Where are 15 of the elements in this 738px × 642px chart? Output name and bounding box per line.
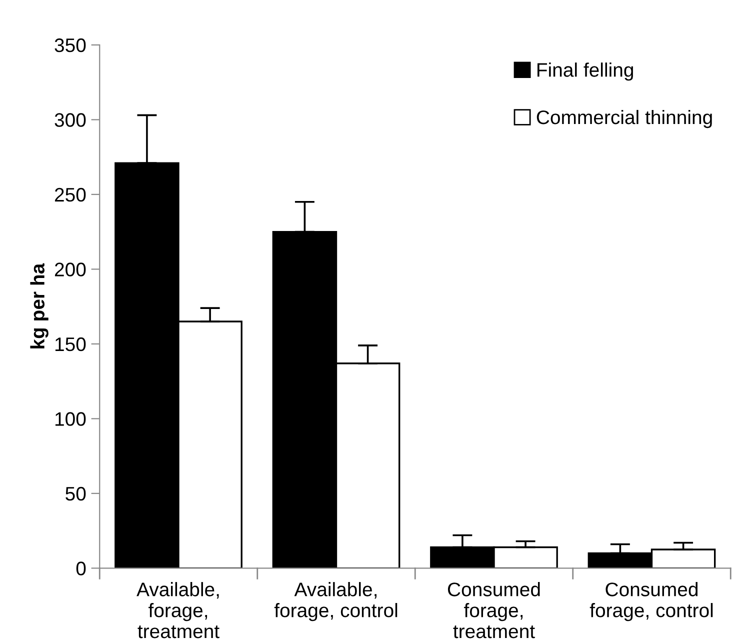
- y-tick-label: 350: [54, 38, 86, 52]
- y-tick-label: 100: [55, 412, 86, 426]
- legend-label: Commercial thinning: [536, 110, 712, 128]
- x-tick-label: Consumed forage, treatment: [448, 582, 540, 638]
- y-tick-label: 200: [54, 262, 86, 276]
- y-axis-title: kg per ha: [30, 263, 48, 348]
- y-tick-label: 50: [66, 486, 86, 501]
- y-tick-label: 250: [54, 188, 86, 202]
- x-tick-label: Available, forage, treatment: [136, 582, 220, 638]
- y-tick-label: 300: [54, 113, 86, 127]
- x-tick-label: Consumed forage, control: [590, 582, 713, 622]
- y-tick-label: 0: [76, 562, 86, 576]
- legend-label: Final felling: [537, 62, 633, 81]
- x-tick-label: Available, forage, control: [274, 582, 398, 622]
- y-tick-label: 150: [55, 337, 86, 352]
